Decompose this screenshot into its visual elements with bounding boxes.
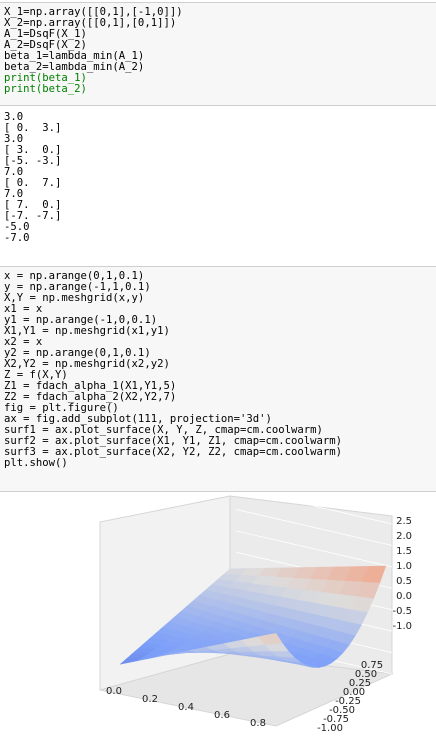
code-line: beta_2=lambda_min(A_2)	[4, 61, 145, 73]
y-tick-label: 0.75	[361, 660, 383, 671]
z-tick-label: 1.0	[396, 561, 412, 572]
surface-plot: 2.5 2.0 1.5 1.0 0.5 0.0 -0.5 -1.0 0.0 0.2 0.4 0.6 0.…	[0, 487, 436, 743]
code-cell-2[interactable]: x = np.arange(0,1,0.1) y = np.arange(-1,…	[0, 266, 436, 492]
code-line: y = np.arange(-1,1,0.1)	[4, 281, 151, 293]
z-grid-line	[235, 530, 393, 568]
y-tick-label: -0.75	[323, 714, 349, 725]
x-tick-label: 0.0	[106, 686, 122, 697]
axis-ticks: 2.5 2.0 1.5 1.0 0.5 0.0 -0.5 -1.0 0.0 0.2 0.4 0.6 0.…	[106, 516, 412, 734]
y-tick-label: -0.25	[335, 696, 361, 707]
z-tick-label: -0.5	[392, 606, 412, 617]
output-line: -5.0	[4, 221, 30, 233]
y-tick-label: 0.25	[349, 678, 371, 689]
code-line: x1 = x	[4, 303, 43, 315]
code-line: print(beta_2)	[4, 83, 87, 95]
code-line: X,Y = np.meshgrid(x,y)	[4, 292, 145, 304]
code-line: print(beta_1)	[4, 72, 87, 84]
z-tick-label: 2.5	[396, 516, 412, 527]
code-line: ax = fig.add_subplot(111, projection='3d…	[4, 413, 272, 425]
code-line: X_1=np.array([[0,1],[-1,0]])	[4, 6, 183, 18]
x-tick-label: 0.6	[214, 710, 230, 721]
code-line: y1 = np.arange(-1,0,0.1)	[4, 314, 158, 326]
code-cell-1[interactable]: X_1=np.array([[0,1],[-1,0]]) X_2=np.arra…	[0, 2, 436, 106]
z-tick-label: 1.5	[396, 546, 412, 557]
code-line: y2 = np.arange(0,1,0.1)	[4, 347, 151, 359]
code-line: surf1 = ax.plot_surface(X, Y, Z, cmap=cm…	[4, 424, 323, 436]
code-line: X1,Y1 = np.meshgrid(x1,y1)	[4, 325, 170, 337]
code-line: Z1 = fdach_alpha_1(X1,Y1,5)	[4, 380, 177, 392]
z-tick-label: 0.5	[396, 576, 412, 587]
output-line: -7.0	[4, 232, 30, 244]
z-tick-label: -1.0	[392, 621, 412, 632]
x-tick-label: 0.4	[178, 702, 194, 713]
surface-plot-svg: 2.5 2.0 1.5 1.0 0.5 0.0 -0.5 -1.0 0.0 0.2 0.4 0.6 0.…	[99, 487, 412, 734]
code-line: A_1=DsqF(X_1)	[4, 28, 87, 40]
surface-patch	[258, 632, 283, 645]
code-line: A_2=DsqF(X_2)	[4, 39, 87, 51]
y-tick-label: -0.50	[329, 705, 355, 716]
y-tick-label: 0.50	[355, 669, 377, 680]
code-line: x2 = x	[4, 336, 43, 348]
code-line: surf2 = ax.plot_surface(X1, Y1, Z1, cmap…	[4, 435, 343, 447]
output-line: 7.0	[4, 188, 24, 200]
code-line: X_2=np.array([[0,1],[0,1]])	[4, 17, 177, 29]
output-line: [ 0. 7.]	[4, 177, 62, 189]
code-line: x = np.arange(0,1,0.1)	[4, 270, 145, 282]
z-tick-label: 2.0	[396, 531, 412, 542]
output-line: [ 0. 3.]	[4, 122, 62, 134]
z-tick-label: 0.0	[396, 591, 412, 602]
output-area-1: 3.0 [ 0. 3.] 3.0 [ 3. 0.] [-5. -3.] 7.0 …	[0, 110, 436, 260]
z-grid-line	[235, 509, 393, 546]
y-tick-label: 0.00	[343, 687, 365, 698]
x-tick-label: 0.2	[142, 694, 158, 705]
output-line: [ 7. 0.]	[4, 199, 62, 211]
code-line: surf3 = ax.plot_surface(X2, Y2, Z2, cmap…	[4, 446, 343, 458]
output-line: [-5. -3.]	[4, 155, 62, 167]
code-line: Z2 = fdach_alpha_2(X2,Y2,7)	[4, 391, 177, 403]
y-tick-label: -1.00	[317, 723, 343, 734]
code-line: beta_1=lambda_min(A_1)	[4, 50, 145, 62]
code-line: X2,Y2 = np.meshgrid(x2,y2)	[4, 358, 170, 370]
output-line: [-7. -7.]	[4, 210, 62, 222]
output-line: 7.0	[4, 166, 24, 178]
x-tick-label: 0.8	[250, 718, 266, 729]
output-line: [ 3. 0.]	[4, 144, 62, 156]
output-line: 3.0	[4, 133, 24, 145]
z-grid-line	[235, 487, 393, 525]
surface-mesh	[119, 565, 387, 668]
code-line: plt.show()	[4, 457, 68, 469]
output-line: 3.0	[4, 111, 24, 123]
code-line: fig = plt.figure()	[4, 402, 119, 414]
code-line: Z = f(X,Y)	[4, 369, 68, 381]
